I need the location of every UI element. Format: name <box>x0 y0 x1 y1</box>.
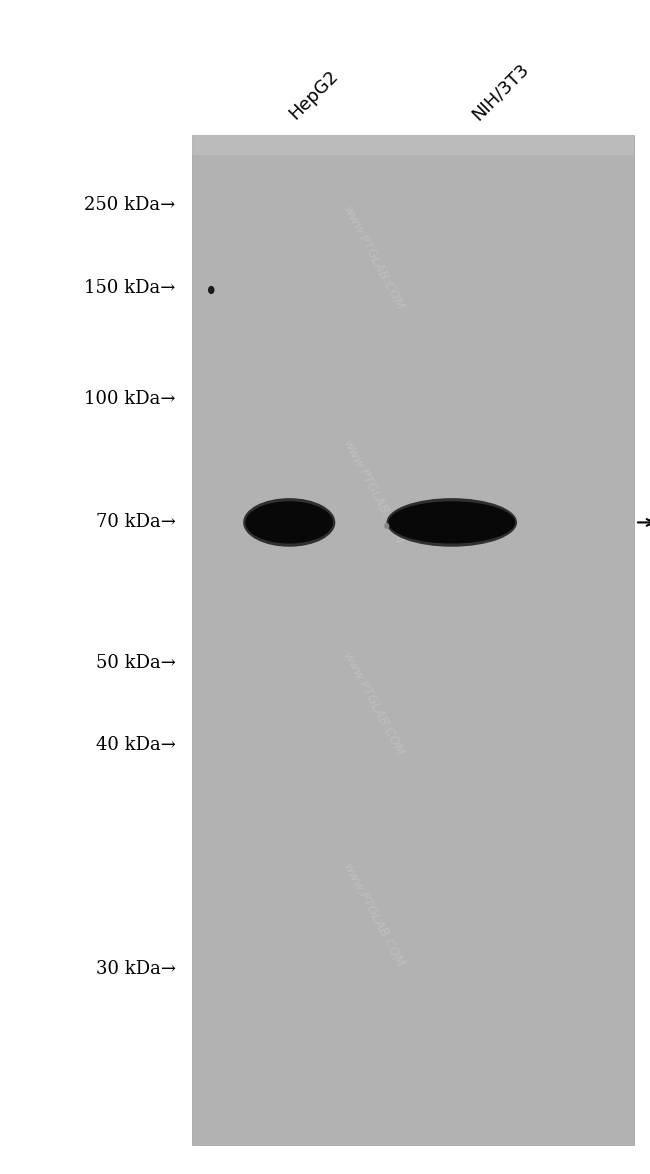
Bar <box>192 135 634 1145</box>
Text: 30 kDa→: 30 kDa→ <box>96 959 176 978</box>
Text: www.PTGLAB.COM: www.PTGLAB.COM <box>341 650 407 758</box>
Text: 150 kDa→: 150 kDa→ <box>84 278 176 297</box>
Ellipse shape <box>246 501 333 544</box>
Text: 70 kDa→: 70 kDa→ <box>96 513 176 532</box>
Ellipse shape <box>388 501 515 544</box>
Text: 250 kDa→: 250 kDa→ <box>84 196 176 215</box>
Text: 100 kDa→: 100 kDa→ <box>84 390 176 409</box>
Text: www.PTGLAB.COM: www.PTGLAB.COM <box>341 439 407 547</box>
Ellipse shape <box>243 498 335 547</box>
Text: HepG2: HepG2 <box>286 67 342 123</box>
Ellipse shape <box>208 286 214 295</box>
Text: 50 kDa→: 50 kDa→ <box>96 654 176 673</box>
Ellipse shape <box>384 524 389 528</box>
Bar <box>192 135 634 155</box>
Text: NIH/3T3: NIH/3T3 <box>468 59 532 123</box>
Ellipse shape <box>387 498 517 547</box>
Text: www.PTGLAB.COM: www.PTGLAB.COM <box>341 204 407 312</box>
Text: 40 kDa→: 40 kDa→ <box>96 736 176 755</box>
Text: www.PTGLAB.COM: www.PTGLAB.COM <box>341 862 407 970</box>
